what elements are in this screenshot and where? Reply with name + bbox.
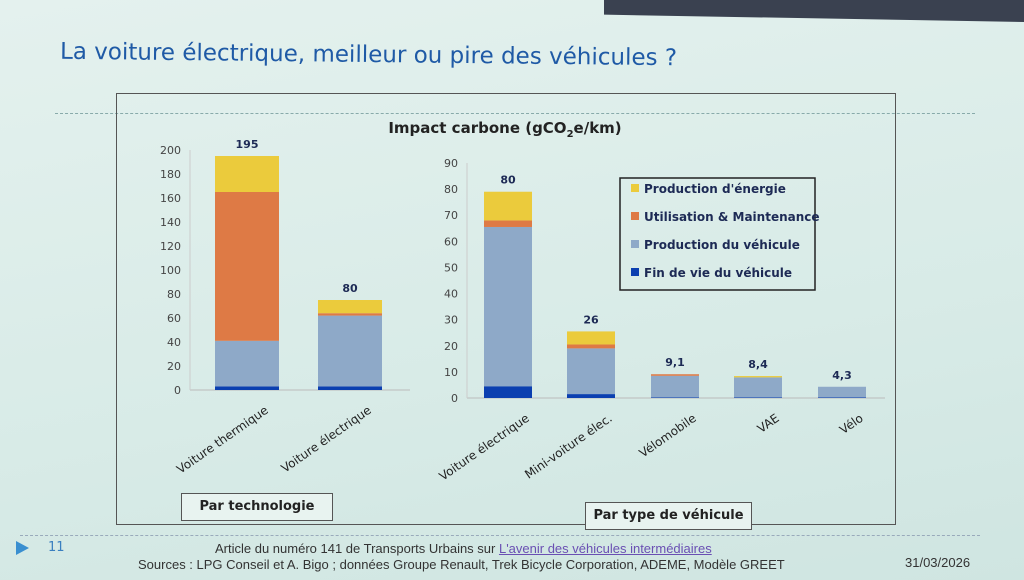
bar-segment (318, 313, 382, 316)
bar-segment (567, 348, 615, 395)
x-tick-label: Voiture électrique (437, 411, 532, 484)
data-label: 195 (236, 138, 259, 151)
bar-segment (734, 397, 782, 398)
bar-segment (215, 156, 279, 192)
bar-segment (567, 394, 615, 398)
legend-label: Production d'énergie (644, 182, 786, 196)
bar-segment (567, 344, 615, 349)
chart-title: Impact carbone (gCO2e/km) (388, 119, 621, 140)
bar-segment (318, 386, 382, 390)
data-label: 4,3 (832, 369, 852, 382)
footer-divider (20, 535, 980, 536)
legend-swatch (631, 212, 639, 220)
y-tick-label: 80 (167, 288, 181, 301)
legend-label: Utilisation & Maintenance (644, 210, 820, 224)
page-number: 11 (48, 540, 65, 555)
play-icon[interactable] (16, 541, 29, 555)
legend-swatch (631, 240, 639, 248)
bar-segment (215, 192, 279, 341)
x-tick-label: Vélo (837, 411, 866, 437)
y-tick-label: 40 (167, 336, 181, 349)
y-tick-label: 80 (444, 183, 458, 196)
data-label: 8,4 (748, 358, 768, 371)
y-tick-label: 120 (160, 240, 181, 253)
legend-swatch (631, 268, 639, 276)
legend-box (619, 177, 816, 291)
y-tick-label: 0 (174, 384, 181, 397)
y-tick-label: 160 (160, 192, 181, 205)
bar-segment (484, 226, 532, 387)
legend-label: Production du véhicule (644, 238, 800, 252)
date: 31/03/2026 (905, 555, 971, 570)
x-tick-label: Voiture thermique (174, 403, 271, 477)
data-label: 26 (583, 313, 599, 326)
bar-segment (484, 386, 532, 398)
y-tick-label: 60 (167, 312, 181, 325)
y-tick-label: 20 (444, 340, 458, 353)
bar-segment (818, 397, 866, 398)
y-tick-label: 20 (167, 360, 181, 373)
data-label: 9,1 (665, 356, 685, 369)
legend-label: Fin de vie du véhicule (644, 266, 792, 280)
tab-par-type-vehicule[interactable]: Par type de véhicule (585, 502, 752, 530)
data-label: 80 (342, 282, 358, 295)
y-tick-label: 0 (451, 392, 458, 405)
chart-frame (116, 93, 896, 525)
y-tick-label: 180 (160, 168, 181, 181)
x-tick-label: VAE (755, 411, 782, 436)
bar-segment (734, 376, 782, 378)
article-credit: Article du numéro 141 de Transports Urba… (215, 541, 712, 556)
x-tick-label: Mini-voiture élec. (522, 411, 614, 482)
x-tick-label: Vélomobile (637, 411, 699, 460)
y-tick-label: 90 (444, 157, 458, 170)
tab-par-technologie[interactable]: Par technologie (181, 493, 333, 521)
article-prefix: Article du numéro 141 de Transports Urba… (215, 541, 499, 556)
bar-segment (215, 386, 279, 390)
article-link[interactable]: L'avenir des véhicules intermédiaires (498, 541, 712, 556)
bar-segment (318, 300, 382, 314)
y-tick-label: 100 (160, 264, 181, 277)
bar-segment (484, 191, 532, 221)
y-tick-label: 50 (444, 261, 458, 274)
y-tick-label: 70 (444, 209, 458, 222)
y-tick-label: 30 (444, 314, 458, 327)
data-label: 80 (500, 174, 516, 187)
sources: Sources : LPG Conseil et A. Bigo ; donné… (138, 557, 785, 572)
x-tick-label: Voiture électrique (279, 403, 374, 476)
y-tick-label: 40 (444, 288, 458, 301)
y-tick-label: 60 (444, 235, 458, 248)
y-tick-label: 140 (160, 216, 181, 229)
bar-segment (484, 220, 532, 227)
y-tick-label: 10 (444, 366, 458, 379)
y-tick-label: 200 (160, 144, 181, 157)
bar-segment (215, 340, 279, 387)
bar-segment (567, 331, 615, 345)
divider (55, 113, 975, 114)
bar-segment (818, 386, 866, 398)
bar-segment (651, 397, 699, 398)
bar-segment (318, 315, 382, 387)
legend-swatch (631, 184, 639, 192)
bar-segment (651, 375, 699, 398)
bar-segment (734, 377, 782, 398)
bar-segment (651, 374, 699, 376)
